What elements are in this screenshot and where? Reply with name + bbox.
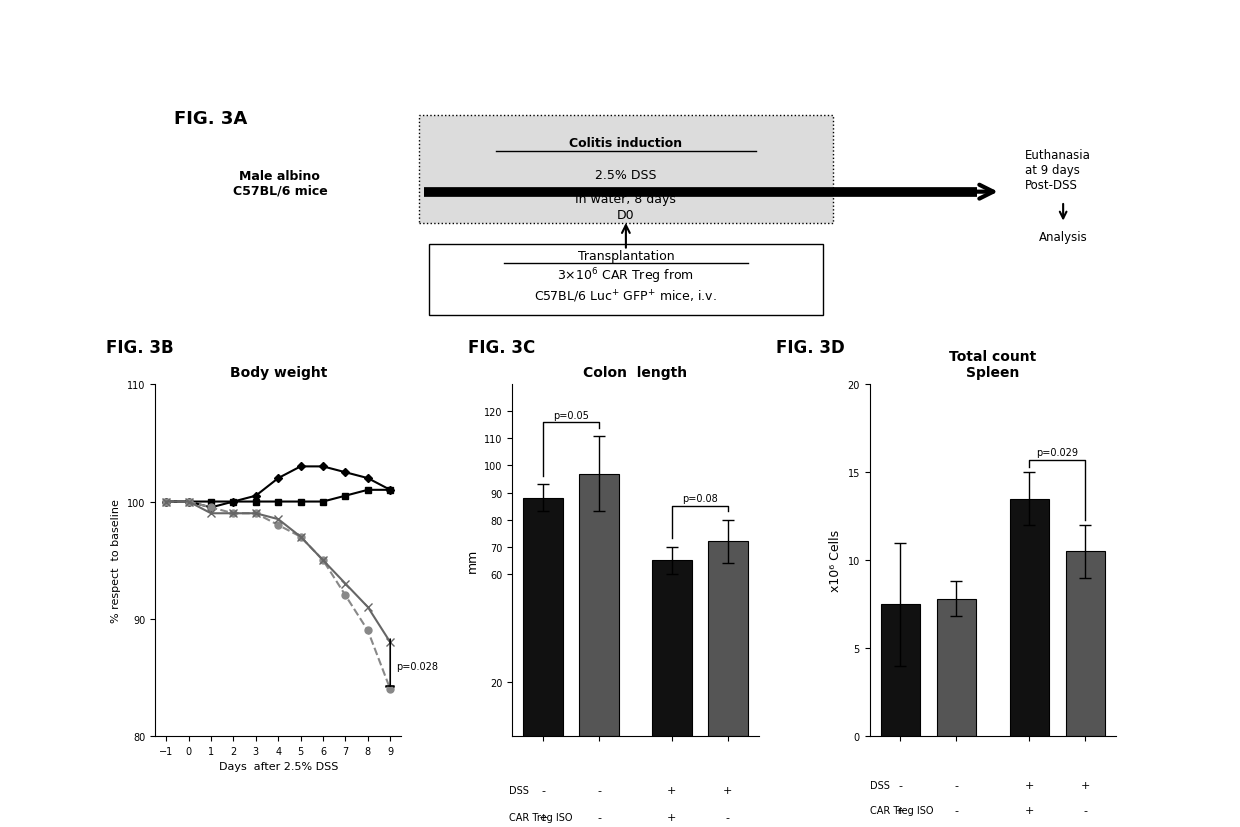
Title: Total count
Spleen: Total count Spleen [949, 349, 1037, 380]
Text: +: + [1024, 805, 1034, 815]
Text: FIG. 3D: FIG. 3D [776, 339, 844, 356]
Bar [523, 499, 563, 736]
Text: +: + [1024, 780, 1034, 790]
Text: p=0.08: p=0.08 [682, 494, 718, 504]
Text: -: - [725, 812, 730, 822]
Text: p=0.028: p=0.028 [396, 661, 438, 671]
Bar [936, 599, 976, 736]
Text: -: - [955, 780, 959, 790]
Bar [652, 561, 692, 736]
Text: p=0.029: p=0.029 [1037, 447, 1079, 458]
Text: -: - [899, 780, 903, 790]
Text: C57BL/6 Luc$^{+}$ GFP$^{+}$ mice, i.v.: C57BL/6 Luc$^{+}$ GFP$^{+}$ mice, i.v. [534, 289, 717, 304]
Text: p=0.05: p=0.05 [553, 410, 589, 420]
Text: CAR Treg ISO: CAR Treg ISO [510, 812, 573, 822]
Y-axis label: x10⁶ Cells: x10⁶ Cells [828, 529, 842, 591]
Title: Colon  length: Colon length [584, 366, 687, 380]
Text: -: - [598, 785, 601, 795]
Text: -: - [1084, 805, 1087, 815]
Text: -: - [598, 812, 601, 822]
Text: +: + [538, 812, 548, 822]
Text: DSS: DSS [510, 785, 529, 795]
Bar [579, 474, 619, 736]
Text: -: - [955, 805, 959, 815]
Text: FIG. 3B: FIG. 3B [105, 339, 174, 356]
Bar [880, 605, 920, 736]
Bar [1009, 499, 1049, 736]
Text: Transplantation: Transplantation [578, 250, 675, 262]
Text: DSS: DSS [869, 780, 889, 790]
Text: +: + [723, 785, 733, 795]
Text: 3$\times$10$^{6}$ CAR Treg from: 3$\times$10$^{6}$ CAR Treg from [558, 266, 694, 286]
Title: Body weight: Body weight [229, 366, 327, 380]
Bar [1065, 552, 1105, 736]
Text: Analysis: Analysis [1039, 231, 1087, 244]
Text: Male albino
C57BL/6 mice: Male albino C57BL/6 mice [233, 170, 327, 198]
Text: +: + [667, 812, 677, 822]
Text: 2.5% DSS: 2.5% DSS [595, 169, 657, 181]
X-axis label: Days  after 2.5% DSS: Days after 2.5% DSS [218, 762, 337, 772]
Text: +: + [1080, 780, 1090, 790]
FancyBboxPatch shape [419, 116, 832, 224]
Text: FIG. 3C: FIG. 3C [467, 339, 536, 356]
Text: -: - [541, 785, 546, 795]
Text: +: + [667, 785, 677, 795]
Text: CAR Treg ISO: CAR Treg ISO [869, 805, 932, 815]
Text: D0: D0 [618, 208, 635, 222]
Text: FIG. 3A: FIG. 3A [174, 110, 248, 128]
FancyBboxPatch shape [429, 245, 823, 315]
Bar [708, 542, 748, 736]
Text: Euthanasia
at 9 days
Post-DSS: Euthanasia at 9 days Post-DSS [1024, 149, 1091, 192]
Y-axis label: mm: mm [465, 548, 479, 572]
Text: Colitis induction: Colitis induction [569, 136, 682, 150]
Text: +: + [895, 805, 905, 815]
Y-axis label: % respect  to baseline: % respect to baseline [112, 499, 122, 623]
Text: In water, 8 days: In water, 8 days [575, 193, 676, 206]
